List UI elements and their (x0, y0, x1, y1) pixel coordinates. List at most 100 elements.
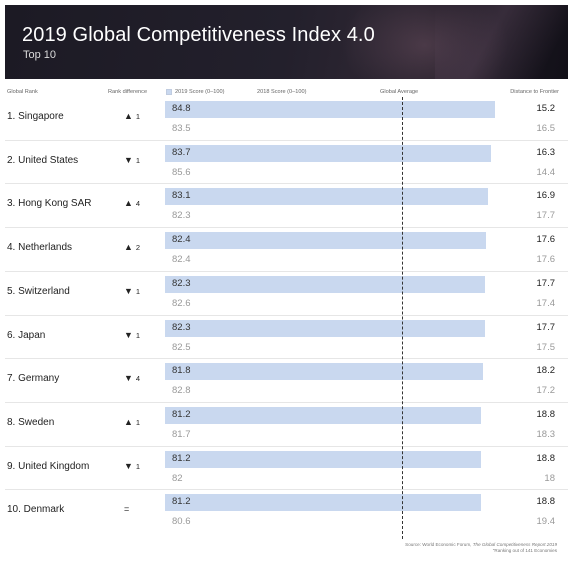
rank-direction-icon: ▼ (124, 460, 133, 471)
score-2018-value: 82.8 (172, 385, 191, 397)
distance-2019-value: 17.6 (536, 234, 556, 246)
legend-swatch-2019 (166, 89, 172, 95)
header-rank-difference: Rank difference (108, 89, 148, 95)
score-2018-value: 81.7 (172, 428, 191, 440)
rank-difference: ▲ 1 (124, 417, 140, 427)
header-score-2018: 2018 Score (0–100) (257, 89, 307, 95)
distance-2018-value: 17.6 (536, 254, 556, 266)
chart-subtitle: Top 10 (23, 49, 57, 61)
header-score-2019: 2019 Score (0–100) (175, 89, 225, 95)
rank-difference: ▼ 4 (124, 373, 140, 383)
distance-2018-value: 17.5 (536, 341, 556, 353)
banner-glow (335, 5, 515, 79)
distance-2019-value: 18.8 (536, 496, 556, 508)
row-divider (5, 401, 568, 403)
rank-difference: ▼ 1 (124, 461, 140, 471)
rank-change-value: 1 (135, 461, 141, 471)
rank-change-value: 1 (135, 330, 141, 340)
country-label: 4. Netherlands (7, 242, 73, 254)
country-label: 10. Denmark (7, 504, 65, 516)
rank-direction-icon: ▼ (124, 329, 133, 340)
score-2019-value: 83.1 (172, 190, 191, 202)
rank-direction-icon: ▲ (124, 242, 133, 253)
rank-difference: ▲ 4 (124, 198, 140, 208)
rank-change-value: 4 (135, 199, 141, 209)
bar-2019 (165, 494, 481, 512)
distance-2019-value: 18.2 (536, 365, 556, 377)
score-2019-value: 82.3 (172, 321, 191, 333)
score-2019-value: 81.2 (172, 452, 191, 464)
row-divider (5, 227, 568, 229)
score-2018-value: 82.5 (172, 341, 191, 353)
distance-2019-value: 18.8 (536, 408, 556, 420)
score-2019-value: 83.7 (172, 146, 191, 158)
source-prefix: Source: World Economic Forum, (405, 542, 472, 547)
rank-difference: ▲ 1 (124, 111, 140, 121)
distance-2019-value: 18.8 (536, 452, 556, 464)
header-distance-to-frontier: Distance to Frontier (510, 89, 559, 95)
score-2018-value: 82 (172, 472, 183, 484)
rank-change-value: 1 (135, 155, 141, 165)
distance-2018-value: 17.2 (536, 385, 556, 397)
bar-2019 (165, 406, 481, 424)
rank-change-value: 1 (135, 112, 141, 121)
score-2019-value: 84.8 (172, 103, 191, 114)
country-label: 7. Germany (7, 373, 60, 385)
bar-2019 (165, 232, 486, 250)
distance-2018-value: 17.4 (536, 297, 556, 309)
distance-2018-value: 18.3 (536, 428, 556, 440)
source-report: The Global Competitiveness Report 2019 (472, 542, 557, 547)
header-global-rank: Global Rank (7, 89, 38, 95)
source-footnote: "Ranking out of 141 Economies (492, 548, 557, 553)
distance-2019-value: 15.2 (536, 103, 556, 114)
country-label: 6. Japan (7, 329, 46, 341)
row-divider (5, 358, 568, 360)
country-label: 1. Singapore (7, 111, 64, 122)
row-divider (5, 270, 568, 272)
bar-2019 (165, 275, 486, 293)
row-divider (5, 489, 568, 491)
row-divider (5, 139, 568, 141)
rank-difference: ▼ 1 (124, 330, 140, 340)
distance-2018-value: 19.4 (536, 516, 556, 528)
score-2018-value: 82.4 (172, 254, 191, 266)
rank-difference: = (124, 504, 132, 514)
rank-difference: ▼ 1 (124, 155, 140, 165)
score-2018-value: 82.3 (172, 210, 191, 222)
rank-direction-icon: ▼ (124, 373, 133, 384)
rank-change-value: 2 (135, 243, 141, 253)
rank-direction-icon: ▲ (124, 198, 133, 209)
country-label: 8. Sweden (7, 416, 55, 428)
row-divider (5, 183, 568, 185)
score-2019-value: 81.2 (172, 408, 191, 420)
rank-direction-icon: ▼ (124, 154, 133, 165)
rank-direction-icon: ▲ (124, 416, 133, 427)
distance-2019-value: 17.7 (536, 321, 556, 333)
distance-2018-value: 14.4 (536, 166, 556, 178)
distance-2019-value: 17.7 (536, 277, 556, 289)
bar-2019 (165, 319, 486, 337)
rank-change-value: 1 (135, 286, 141, 296)
bar-2019 (165, 363, 484, 381)
rank-difference: ▲ 2 (124, 242, 140, 252)
banner-glow-right (435, 5, 568, 79)
distance-2018-value: 16.5 (536, 123, 556, 134)
score-2018-value: 80.6 (172, 516, 191, 528)
row-divider (5, 314, 568, 316)
country-label: 3. Hong Kong SAR (7, 198, 92, 210)
row-divider (5, 445, 568, 447)
score-2019-value: 81.8 (172, 365, 191, 377)
score-2018-value: 83.5 (172, 123, 191, 134)
country-label: 9. United Kingdom (7, 460, 90, 472)
rank-change-value: 4 (135, 374, 141, 384)
rank-change-value: 1 (135, 417, 141, 427)
score-2019-value: 81.2 (172, 496, 191, 508)
distance-2019-value: 16.9 (536, 190, 556, 202)
rank-direction-icon: ▲ (124, 111, 133, 121)
score-2019-value: 82.3 (172, 277, 191, 289)
score-2018-value: 85.6 (172, 166, 191, 178)
score-2018-value: 82.6 (172, 297, 191, 309)
header-global-average: Global Average (380, 89, 419, 95)
chart-title: 2019 Global Competitiveness Index 4.0 (22, 24, 375, 46)
distance-2018-value: 18 (544, 472, 555, 484)
